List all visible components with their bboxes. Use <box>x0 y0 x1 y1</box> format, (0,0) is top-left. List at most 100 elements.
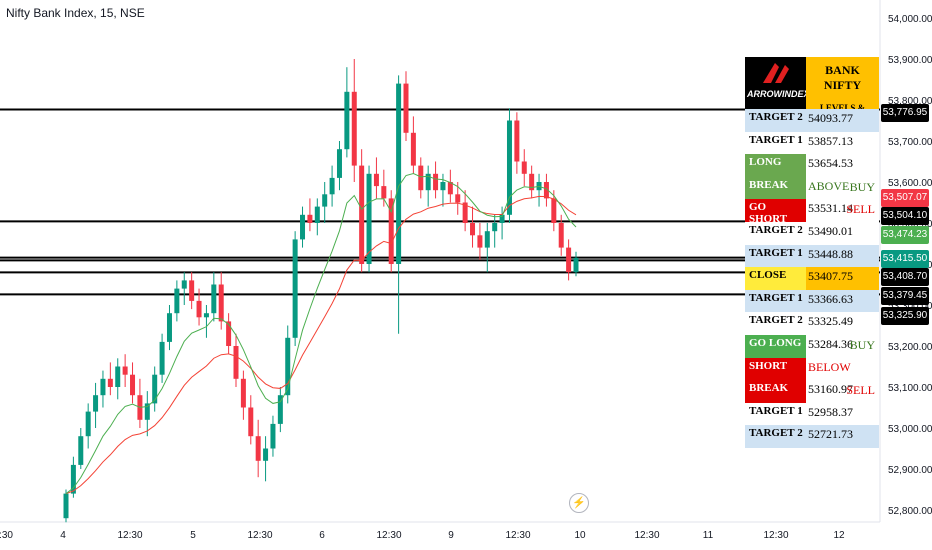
level-label: TARGET 2 <box>745 312 806 335</box>
time-tick-label: 11 <box>703 530 714 541</box>
candle-body <box>255 436 261 461</box>
level-label: TARGET 1 <box>745 289 806 313</box>
price-tick-label: 52,900.00 <box>888 465 932 476</box>
candle-body <box>440 182 446 191</box>
level-row: TARGET 2 53490.01 <box>745 222 879 245</box>
level-row: TARGET 1 53448.88 <box>745 244 879 268</box>
level-value: 53325.49 <box>806 312 879 335</box>
level-label: GO SHORT <box>745 199 806 225</box>
candle-body <box>344 91 350 150</box>
level-label: TARGET 1 <box>745 131 806 155</box>
candle-body <box>433 173 439 191</box>
candle-body <box>248 407 254 437</box>
candle-body <box>543 182 549 199</box>
candle-body <box>115 366 121 387</box>
candle-body <box>462 202 468 223</box>
candle-body <box>551 198 557 223</box>
chart-title: Nifty Bank Index, 15, NSE <box>6 6 145 20</box>
price-axis-tag: 53,474.23 <box>881 226 929 244</box>
candle-body <box>307 214 313 223</box>
time-tick-label: 4 <box>60 530 66 541</box>
candle-body <box>514 120 520 162</box>
level-row: GO SHORT 53531.14 SELL <box>745 199 879 225</box>
level-value: 53366.63 <box>806 289 879 313</box>
level-value: 52721.73 <box>806 425 879 448</box>
level-label: LONG <box>745 154 806 177</box>
price-tick-label: 54,000.00 <box>888 14 932 25</box>
price-axis-tag: 53,379.45 <box>881 287 929 305</box>
price-tick-label: 53,700.00 <box>888 137 932 148</box>
price-axis-tag: 53,408.70 <box>881 268 929 286</box>
time-tick-label: 9 <box>448 530 454 541</box>
candle-body <box>226 321 232 346</box>
level-signal: SELL <box>846 202 875 217</box>
time-tick-label: 5 <box>190 530 196 541</box>
candle-body <box>218 284 224 322</box>
level-row: TARGET 2 54093.77 <box>745 109 879 132</box>
candle-body <box>181 280 187 289</box>
level-row: CLOSE 53407.75 <box>745 267 879 290</box>
price-axis-tag: 53,415.50 <box>881 250 929 268</box>
candle-body <box>336 149 342 178</box>
candle-body <box>166 313 172 342</box>
level-value: BELOW <box>806 357 879 381</box>
candle-body <box>492 223 498 232</box>
level-row: BREAK ABOVE BUY <box>745 176 879 200</box>
lightning-icon[interactable]: ⚡ <box>569 493 589 513</box>
ema-fast-line <box>65 173 577 494</box>
level-label: TARGET 2 <box>745 425 806 448</box>
candle-body <box>85 411 91 437</box>
candle-body <box>521 161 527 174</box>
time-tick-label: 12 <box>833 530 845 541</box>
level-row: TARGET 1 52958.37 <box>745 402 879 426</box>
candle-body <box>558 223 564 248</box>
price-tick-label: 53,800.00 <box>888 96 932 107</box>
time-tick-label: 12:30 <box>505 530 530 541</box>
level-label: SHORT <box>745 357 806 381</box>
level-value: 53284.36 <box>806 335 879 358</box>
candle-body <box>292 239 298 338</box>
price-tick-label: 53,600.00 <box>888 178 932 189</box>
level-label: BREAK <box>745 380 806 403</box>
level-row: TARGET 2 52721.73 <box>745 425 879 448</box>
time-tick-label: 12:30 <box>247 530 272 541</box>
candle-body <box>174 288 180 314</box>
panel-header-title: BANK NIFTY <box>823 63 862 92</box>
candle-body <box>322 194 328 207</box>
level-value: 52958.37 <box>806 402 879 426</box>
brand-name: ARROWINDEX <box>747 89 810 99</box>
level-value: 53407.75 <box>806 267 879 290</box>
price-tick-label: 53,000.00 <box>888 424 932 435</box>
candle-body <box>403 83 409 133</box>
candle-body <box>63 493 69 519</box>
candle-body <box>100 378 106 396</box>
level-value: 53490.01 <box>806 222 879 245</box>
candle-body <box>285 337 291 396</box>
time-tick-label: :30 <box>0 530 13 541</box>
level-row: TARGET 1 53366.63 <box>745 289 879 313</box>
candle-body <box>107 378 113 387</box>
candle-body <box>506 120 512 215</box>
level-value: ABOVE <box>806 176 879 200</box>
time-tick-label: 6 <box>319 530 325 541</box>
level-row: LONG 53654.53 <box>745 154 879 177</box>
candle-body <box>529 173 535 191</box>
candle-body <box>78 436 84 465</box>
candle-body <box>189 280 195 301</box>
candle-body <box>93 395 99 412</box>
candle-body <box>388 198 394 264</box>
candle-body <box>233 346 239 379</box>
price-tick-label: 53,900.00 <box>888 55 932 66</box>
time-tick-label: 12:30 <box>634 530 659 541</box>
level-value: 53531.14 <box>806 199 879 222</box>
candle-body <box>499 214 505 223</box>
candle-body <box>351 91 357 166</box>
level-value: 53654.53 <box>806 154 879 177</box>
level-value: 53857.13 <box>806 131 879 155</box>
price-tick-label: 53,300.00 <box>888 301 932 312</box>
level-signal: BUY <box>849 338 875 352</box>
candle-body <box>373 173 379 187</box>
candle-body <box>566 247 572 273</box>
candle-body <box>410 132 416 166</box>
